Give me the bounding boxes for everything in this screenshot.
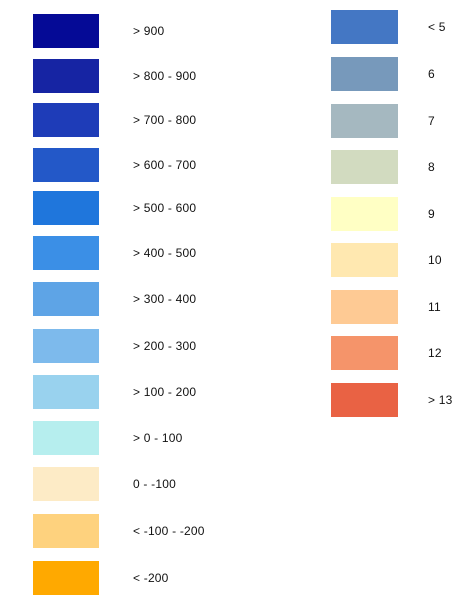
color-swatch — [33, 467, 99, 501]
color-swatch — [331, 383, 398, 417]
color-swatch — [33, 103, 99, 137]
color-swatch — [33, 514, 99, 548]
color-swatch — [33, 561, 99, 595]
legend-label: 11 — [428, 300, 441, 314]
legend-label: < -100 - -200 — [133, 524, 205, 538]
color-swatch — [331, 57, 398, 91]
legend-label: > 100 - 200 — [133, 385, 196, 399]
legend-label: > 300 - 400 — [133, 292, 196, 306]
color-swatch — [33, 14, 99, 48]
legend-label: > 0 - 100 — [133, 431, 183, 445]
color-swatch — [331, 197, 398, 231]
color-swatch — [33, 421, 99, 455]
color-swatch — [33, 236, 99, 270]
color-swatch — [33, 59, 99, 93]
legend-label: 7 — [428, 114, 435, 128]
legend-label: > 900 — [133, 24, 164, 38]
legend-label: < -200 — [133, 571, 169, 585]
legend-label: > 600 - 700 — [133, 158, 196, 172]
color-swatch — [33, 282, 99, 316]
color-swatch — [331, 10, 398, 44]
legend-label: 8 — [428, 160, 435, 174]
color-swatch — [33, 148, 99, 182]
color-swatch — [331, 290, 398, 324]
color-swatch — [331, 150, 398, 184]
legend-label: 10 — [428, 253, 442, 267]
legend-label: 0 - -100 — [133, 477, 176, 491]
legend-label: > 400 - 500 — [133, 246, 196, 260]
color-swatch — [33, 375, 99, 409]
color-swatch — [33, 329, 99, 363]
legend-label: 12 — [428, 346, 442, 360]
color-swatch — [331, 336, 398, 370]
legend-label: > 700 - 800 — [133, 113, 196, 127]
legend-label: > 200 - 300 — [133, 339, 196, 353]
legend-label: 6 — [428, 67, 435, 81]
color-swatch — [331, 243, 398, 277]
color-swatch — [33, 191, 99, 225]
color-swatch — [331, 104, 398, 138]
legend-label: > 800 - 900 — [133, 69, 196, 83]
legend-label: 9 — [428, 207, 435, 221]
legend-label: < 5 — [428, 20, 446, 34]
legend-label: > 500 - 600 — [133, 201, 196, 215]
legend-label: > 13 — [428, 393, 453, 407]
